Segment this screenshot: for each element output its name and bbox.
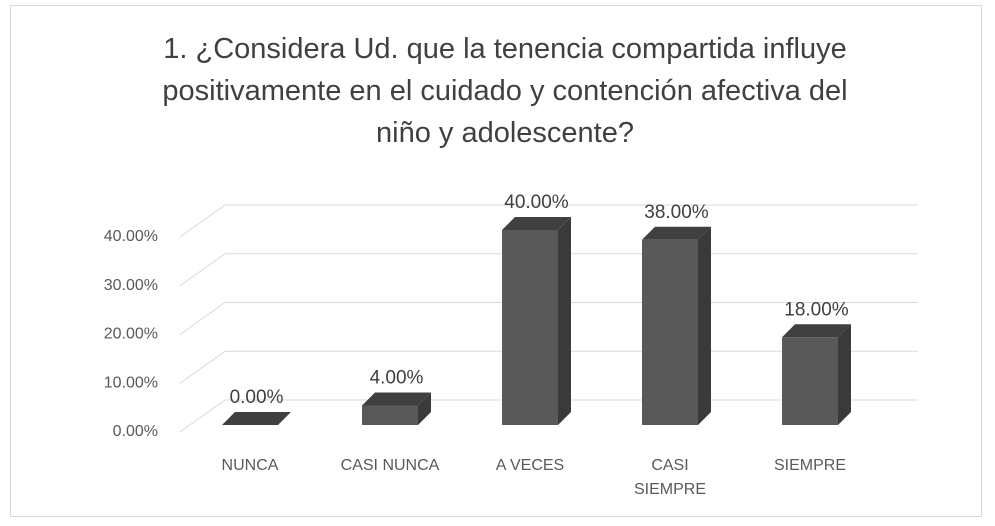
bar-side [838,324,851,425]
data-label: 18.00% [784,299,849,320]
bar-side [558,217,571,425]
bar-top [782,324,851,338]
x-tick-label: CASI SIEMPRE [633,457,706,498]
bar-top [502,217,571,230]
y-tick-label: 10.00% [104,374,158,391]
x-tick-label: A VECES [495,457,565,474]
y-tick-label: 40.00% [104,228,158,245]
bar-front [502,230,558,425]
bar [642,226,711,425]
data-label: 0.00% [230,387,284,408]
bar-front [642,239,698,425]
bar-side [698,226,711,425]
data-label: 38.00% [644,202,709,223]
bar-side [418,392,431,425]
chart-title: 1. ¿Considera Ud. que la tenencia compar… [162,33,848,149]
chart-frame [10,5,982,517]
y-tick-label: 0.00% [113,423,158,440]
x-tick-label: NUNCA [221,457,279,474]
bar-top [642,226,711,240]
bar [502,217,571,425]
bar-top [362,392,431,406]
x-tick-label: CASI NUNCA [340,457,440,474]
bar-front [782,337,838,425]
data-label: 40.00% [504,192,569,213]
bar-top [222,412,291,425]
data-label: 4.00% [370,368,424,389]
bar [222,412,291,425]
x-tick-label: SIEMPRE [773,457,846,474]
grid-line [179,204,918,238]
y-tick-label: 20.00% [104,326,158,343]
y-tick-label: 30.00% [104,277,158,294]
bar-front [362,405,418,425]
bar [362,392,431,425]
bar [782,324,851,425]
